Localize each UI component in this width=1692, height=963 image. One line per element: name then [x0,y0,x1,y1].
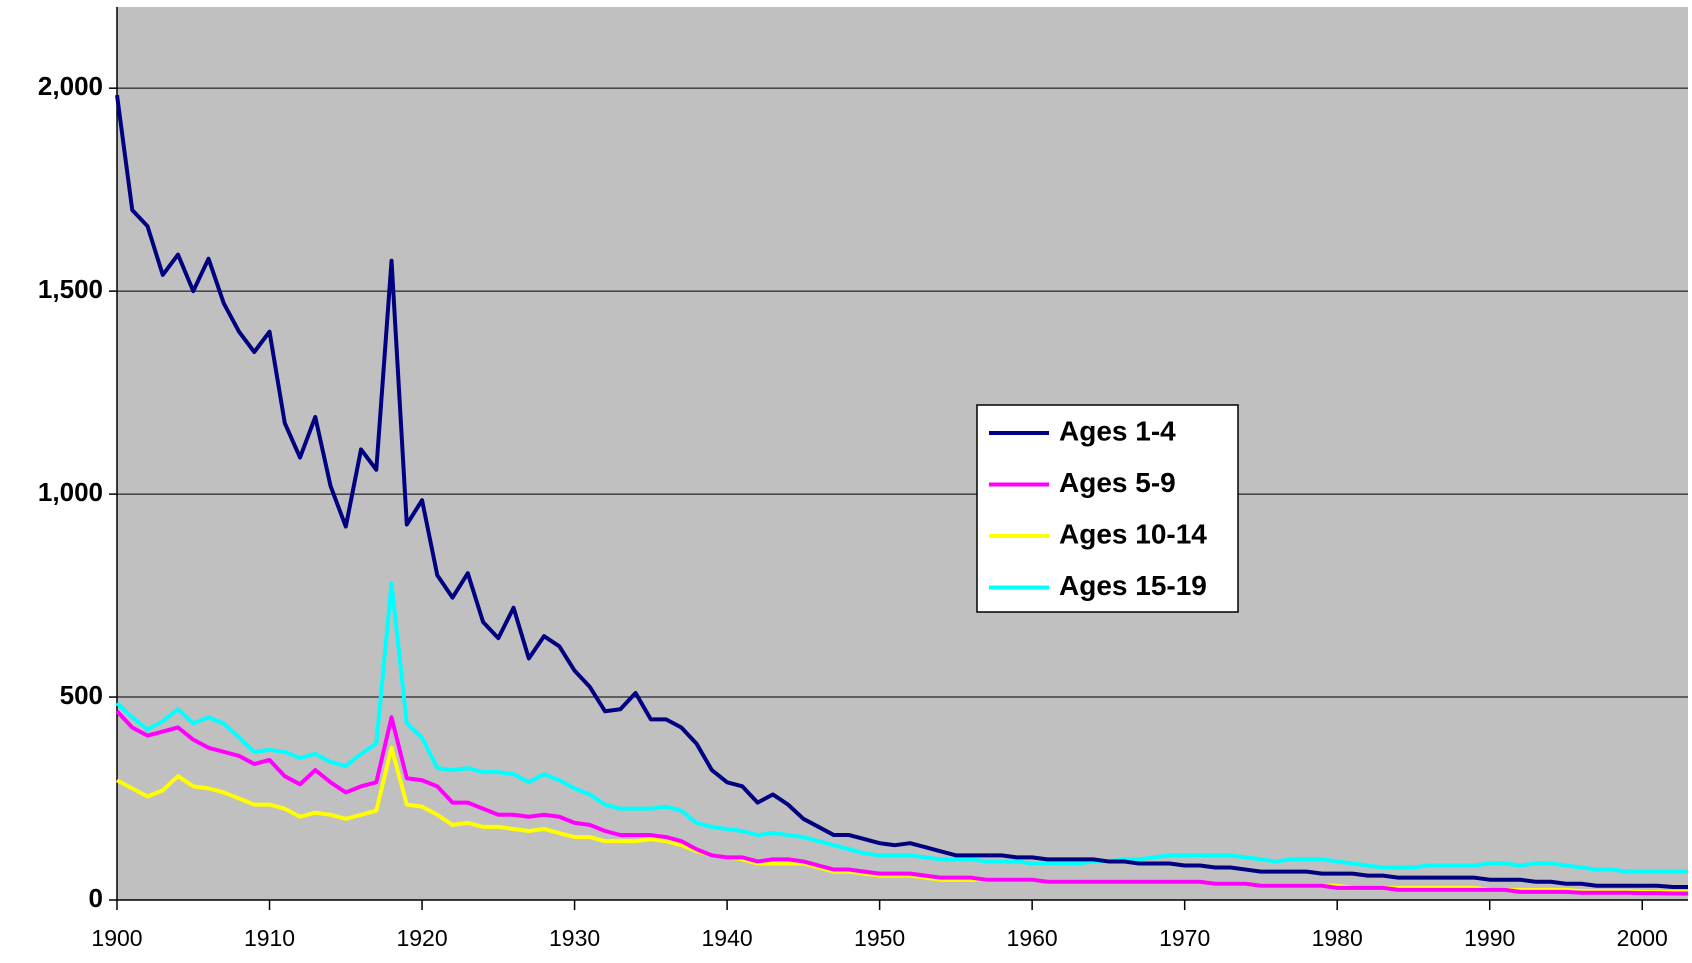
legend-label: Ages 1-4 [1059,415,1176,446]
x-tick-label: 1930 [549,925,600,951]
y-tick-label: 500 [60,680,103,710]
x-tick-label: 1950 [854,925,905,951]
legend-box [976,404,1239,613]
x-tick-label: 1900 [91,925,142,951]
x-tick-label: 1910 [244,925,295,951]
x-tick-label: 2000 [1617,925,1668,951]
series-line [115,581,1688,874]
y-tick-label: 2,000 [38,71,103,101]
x-tick-label: 1980 [1312,925,1363,951]
x-tick-label: 1990 [1464,925,1515,951]
x-tick-label: 1940 [702,925,753,951]
y-tick-label: 0 [89,883,103,913]
x-tick-label: 1920 [396,925,447,951]
legend-label: Ages 15-19 [1059,570,1207,601]
plot-area [117,7,1688,900]
x-tick-label: 1960 [1007,925,1058,951]
legend-label: Ages 10-14 [1059,518,1207,549]
y-tick-label: 1,000 [38,477,103,507]
y-tick-label: 1,500 [38,274,103,304]
series-line [116,745,1688,894]
legend-label: Ages 5-9 [1059,467,1176,498]
x-tick-label: 1970 [1159,925,1210,951]
series-line [115,94,1688,890]
series-line [115,709,1688,896]
